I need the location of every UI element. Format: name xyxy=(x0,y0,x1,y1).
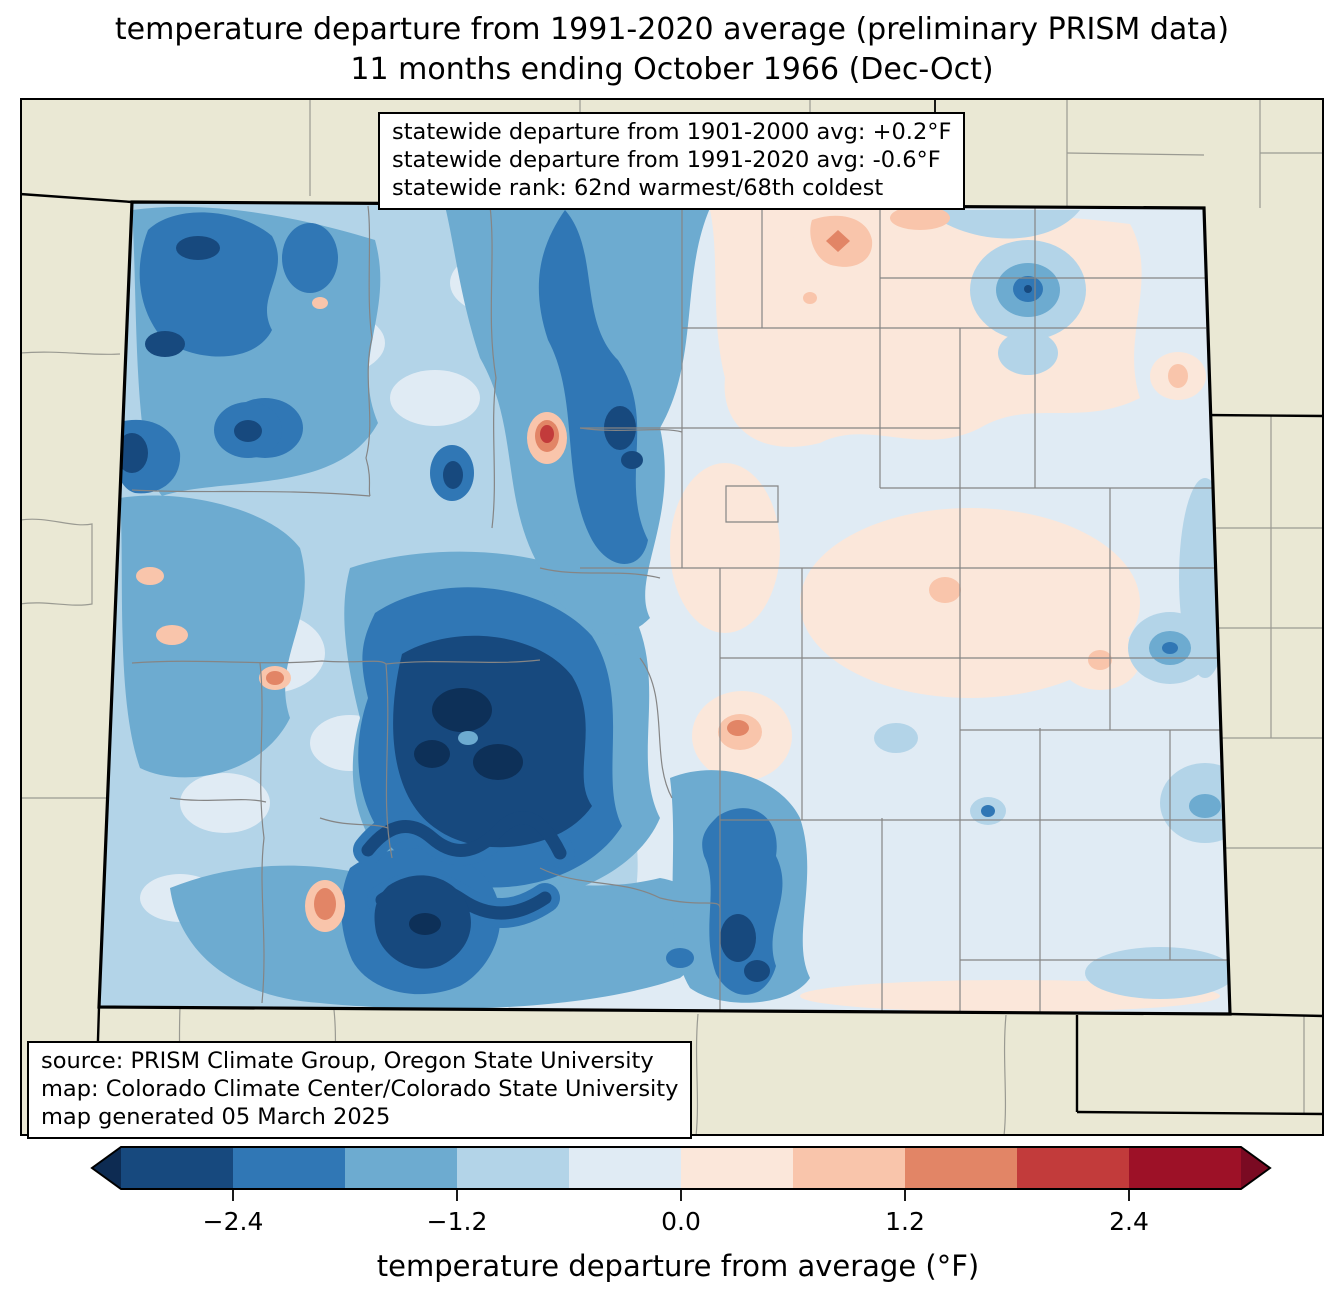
colorado-map-figure xyxy=(20,98,1324,1136)
colorbar-segment-5 xyxy=(681,1147,794,1189)
map-title-line2: 11 months ending October 1966 (Dec-Oct) xyxy=(350,52,994,87)
colorbar-segments xyxy=(121,1147,1242,1189)
colorbar-segment-7 xyxy=(905,1147,1018,1189)
colorbar-axis-label: temperature departure from average (°F) xyxy=(377,1249,979,1283)
tick-label-2: 0.0 xyxy=(661,1207,701,1236)
tick-label-0: −2.4 xyxy=(203,1207,264,1236)
contour-very-cold xyxy=(116,236,1032,982)
statewide-stats-box: statewide departure from 1901-2000 avg: … xyxy=(378,112,966,210)
colorado-county-lines xyxy=(131,205,1230,1012)
contour-hole-dot xyxy=(458,731,478,745)
stats-line-3: statewide rank: 62nd warmest/68th coldes… xyxy=(392,175,884,201)
stats-line-2: statewide departure from 1991-2020 avg: … xyxy=(392,147,941,173)
colorbar-figure: −2.4 −1.2 0.0 1.2 2.4 temperature depart… xyxy=(90,1146,1272,1283)
colorbar-segment-1 xyxy=(233,1147,346,1189)
source-line-3: map generated 05 March 2025 xyxy=(41,1104,391,1130)
colorbar-segment-8 xyxy=(1017,1147,1130,1189)
source-attribution-box: source: PRISM Climate Group, Oregon Stat… xyxy=(27,1041,693,1139)
map-canvas xyxy=(20,98,1324,1136)
contour-warm-spots xyxy=(136,206,1188,932)
colorbar-segment-6 xyxy=(793,1147,906,1189)
colorbar-extend-left-arrow xyxy=(92,1147,121,1189)
tick-label-1: −1.2 xyxy=(427,1207,488,1236)
colorado-contours xyxy=(99,202,1230,1014)
contour-extreme-cold xyxy=(409,688,523,935)
colorbar: −2.4 −1.2 0.0 1.2 2.4 temperature depart… xyxy=(0,1140,1344,1299)
tick-label-4: 2.4 xyxy=(1109,1207,1149,1236)
map-title-line1: temperature departure from 1991-2020 ave… xyxy=(114,12,1230,47)
colorbar-segment-4 xyxy=(569,1147,682,1189)
stats-line-1: statewide departure from 1901-2000 avg: … xyxy=(392,119,952,145)
colorbar-segment-3 xyxy=(457,1147,570,1189)
colorbar-extend-right-arrow xyxy=(1241,1147,1270,1189)
colorbar-segment-9 xyxy=(1129,1147,1242,1189)
source-line-2: map: Colorado Climate Center/Colorado St… xyxy=(41,1076,679,1102)
colorbar-segment-0 xyxy=(121,1147,234,1189)
colorbar-segment-2 xyxy=(345,1147,458,1189)
source-line-1: source: PRISM Climate Group, Oregon Stat… xyxy=(41,1048,654,1074)
colorbar-outline xyxy=(90,1146,1272,1190)
colorbar-tick-marks xyxy=(232,1189,1130,1201)
tick-label-3: 1.2 xyxy=(885,1207,925,1236)
